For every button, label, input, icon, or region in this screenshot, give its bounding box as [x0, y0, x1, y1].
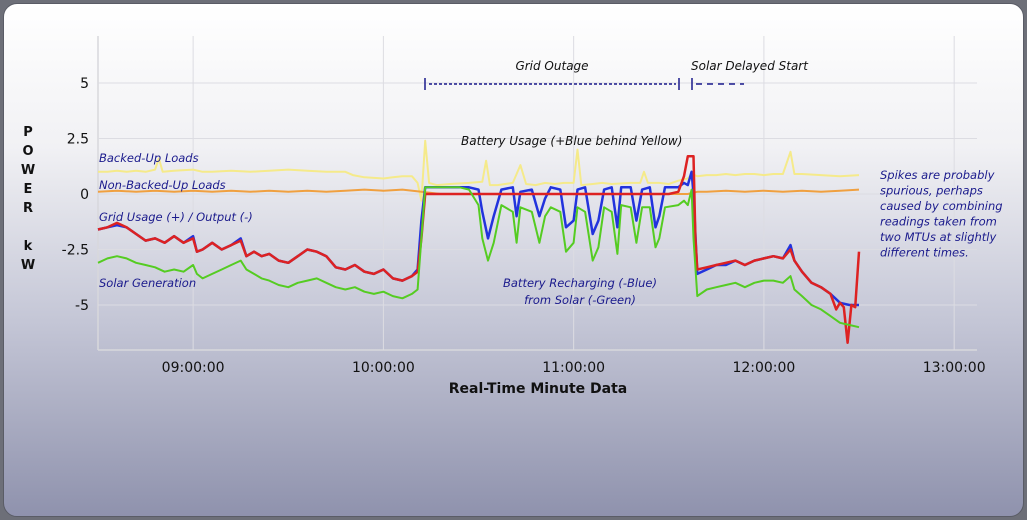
series-line-3 [97, 155, 861, 344]
solar-delayed-start-bracket [691, 78, 744, 90]
annotation-grid-usage: Grid Usage (+) / Output (-) [99, 210, 253, 224]
chart-frame: 5 2.5 0 -2.5 -5 09:00:00 10:00:00 11:00:00 12:0… [3, 3, 1024, 517]
annotation-battery-usage: Battery Usage (+Blue behind Yellow) [461, 134, 682, 148]
x-tick-label: 10:00:00 [352, 360, 415, 376]
x-axis-label: Real-Time Minute Data [449, 381, 628, 397]
y-tick-label: 0 [80, 187, 89, 203]
series-line-0 [98, 139, 860, 202]
annotation-backed-up-loads: Backed-Up Loads [99, 151, 199, 165]
y-axis-label-letter: P [23, 125, 33, 140]
spikes-note-line: two MTUs at slightly [880, 230, 997, 244]
y-tick-label: -5 [75, 298, 89, 314]
y-axis-label-letter: W [21, 163, 35, 178]
y-axis-label-letter: R [23, 201, 33, 216]
y-tick-label: 2.5 [67, 132, 89, 148]
annotation-non-backed-up-loads: Non-Backed-Up Loads [99, 178, 226, 192]
spikes-note-line: caused by combining [880, 199, 1003, 213]
spikes-note-line: readings taken from [880, 215, 997, 229]
y-axis-label-letter: E [24, 182, 33, 197]
power-chart: 5 2.5 0 -2.5 -5 09:00:00 10:00:00 11:00:00 12:0… [21, 36, 1003, 397]
spikes-note-line: different times. [880, 246, 969, 260]
y-tick-label: 5 [80, 76, 89, 92]
y-axis-label-letter: k [24, 239, 33, 254]
annotation-grid-outage: Grid Outage [515, 59, 588, 73]
annotation-battery-recharging-2: from Solar (-Green) [524, 293, 636, 307]
series-line-4 [97, 186, 860, 329]
y-ticks: 5 2.5 0 -2.5 -5 [62, 76, 89, 314]
annotation-solar-generation: Solar Generation [99, 276, 196, 290]
annotation-solar-delayed-start: Solar Delayed Start [691, 59, 809, 73]
x-tick-label: 09:00:00 [162, 360, 225, 376]
x-tick-label: 13:00:00 [923, 360, 986, 376]
spikes-note-line: Spikes are probably [880, 168, 995, 182]
y-axis-label-letter: W [21, 258, 35, 273]
series-lines [97, 139, 861, 344]
grid-outage-bracket [424, 78, 680, 90]
y-tick-label: -2.5 [62, 243, 89, 259]
spikes-note-line: spurious, perhaps [880, 184, 983, 198]
x-tick-label: 12:00:00 [732, 360, 795, 376]
y-axis-label-letter: O [22, 144, 33, 159]
annotation-battery-recharging-1: Battery Recharging (-Blue) [503, 276, 657, 290]
x-ticks: 09:00:00 10:00:00 11:00:00 12:00:00 13:00:00 [162, 360, 986, 376]
annotation-spikes-note: Spikes are probably spurious, perhapscaus… [880, 168, 1003, 260]
x-tick-label: 11:00:00 [542, 360, 605, 376]
